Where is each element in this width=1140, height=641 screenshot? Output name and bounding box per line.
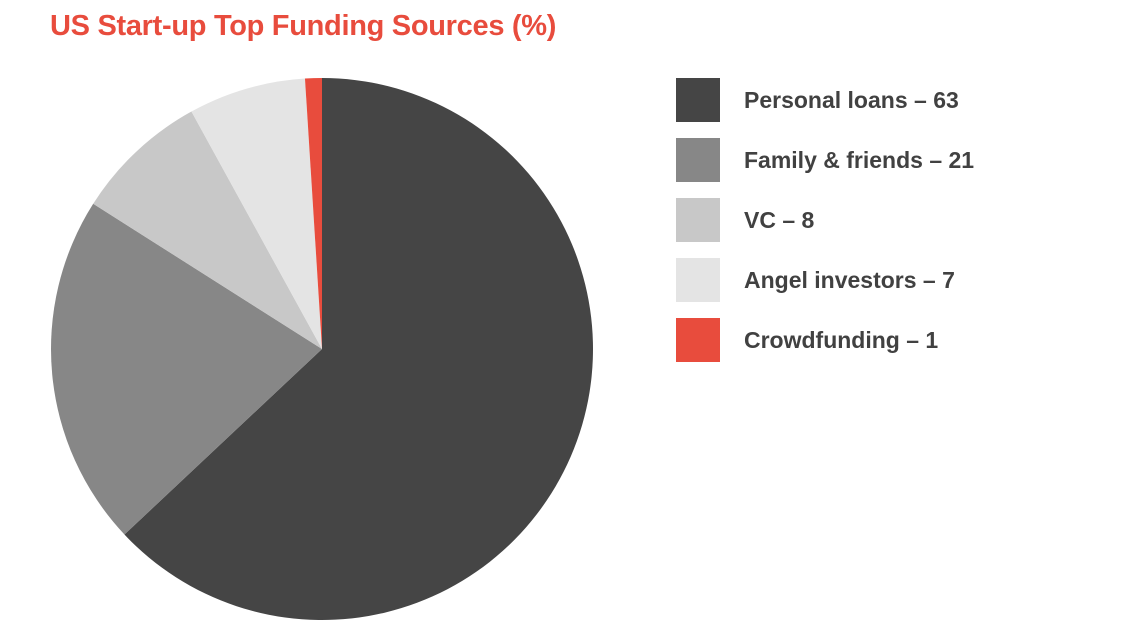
legend-swatch bbox=[676, 78, 720, 122]
pie-slice bbox=[304, 77, 322, 349]
legend-label: Angel investors – 7 bbox=[744, 267, 955, 293]
pie-slice bbox=[124, 78, 594, 620]
legend-label: Personal loans – 63 bbox=[744, 87, 959, 113]
chart-title: US Start-up Top Funding Sources (%) bbox=[50, 10, 557, 42]
legend-item: Angel investors – 7 bbox=[676, 258, 1096, 302]
pie-slice bbox=[93, 111, 322, 350]
legend-item: Crowdfunding – 1 bbox=[676, 318, 1096, 362]
legend-label: Crowdfunding – 1 bbox=[744, 327, 939, 353]
legend-item: VC – 8 bbox=[676, 198, 1096, 242]
pie-slice bbox=[51, 203, 322, 535]
pie-slice bbox=[191, 78, 322, 349]
legend-swatch bbox=[676, 258, 720, 302]
legend-label: Family & friends – 21 bbox=[744, 147, 975, 173]
legend-swatch bbox=[676, 138, 720, 182]
legend-item: Personal loans – 63 bbox=[676, 78, 1096, 122]
legend-swatch bbox=[676, 198, 720, 242]
pie-slices bbox=[51, 77, 594, 620]
legend-swatch bbox=[676, 318, 720, 362]
legend-item: Family & friends – 21 bbox=[676, 138, 1096, 182]
legend-label: VC – 8 bbox=[744, 207, 815, 233]
